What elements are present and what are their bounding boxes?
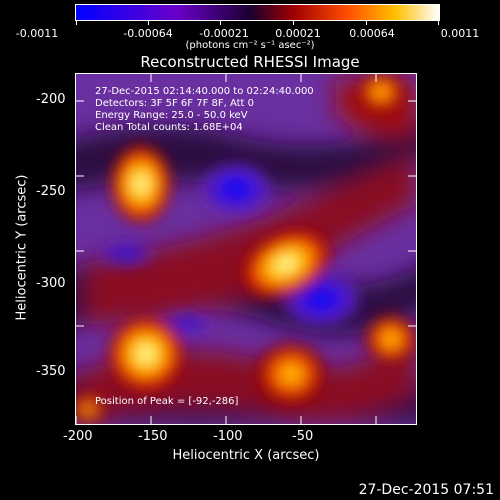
- time-range-text: 27-Dec-2015 02:14:40.000 to 02:24:40.000: [95, 86, 314, 97]
- x-tick-label: -150: [138, 429, 168, 444]
- y-axis-label: Heliocentric Y (arcsec): [14, 174, 30, 321]
- timestamp: 27-Dec-2015 07:51: [358, 482, 494, 498]
- y-tick-label: -350: [36, 364, 66, 379]
- colorbar-tick: [438, 21, 439, 25]
- colorbar-tick: [220, 21, 221, 25]
- x-axis-label: Heliocentric X (arcsec): [172, 448, 320, 463]
- clean-counts-text: Clean Total counts: 1.68E+04: [95, 122, 243, 133]
- colorbar-tick: [366, 21, 367, 25]
- detectors-text: Detectors: 3F 5F 6F 7F 8F, Att 0: [95, 98, 255, 109]
- image-title: Reconstructed RHESSI Image: [140, 53, 360, 71]
- rhessi-image: 27-Dec-2015 02:14:40.000 to 02:24:40.000…: [75, 73, 417, 425]
- peak-position-text: Position of Peak = [-92,-286]: [95, 396, 239, 407]
- colorbar-tick-label: -0.00021: [199, 27, 249, 40]
- colorbar-tick-label: -0.0011: [15, 27, 59, 40]
- colorbar-tick: [148, 21, 149, 25]
- y-tick-label: -200: [36, 92, 66, 107]
- colorbar-tick: [293, 21, 294, 25]
- colorbar: [75, 4, 440, 21]
- colorbar-tick: [76, 21, 77, 25]
- x-tick-label: -200: [63, 429, 93, 444]
- colorbar-units: (photons cm⁻² s⁻¹ asec⁻²): [185, 40, 315, 51]
- colorbar-tick-label: -0.00064: [123, 27, 173, 40]
- y-tick-label: -250: [36, 184, 66, 199]
- colorbar-tick-label: 0.0011: [440, 27, 480, 40]
- energy-range-text: Energy Range: 25.0 - 50.0 keV: [95, 110, 248, 121]
- colorbar-tick-label: 0.00021: [275, 27, 321, 40]
- axis-ticks: [76, 74, 416, 424]
- x-tick-label: -50: [292, 429, 314, 444]
- y-tick-label: -300: [36, 276, 66, 291]
- x-tick-label: -100: [213, 429, 243, 444]
- intensity-map: [76, 74, 416, 424]
- colorbar-tick-label: 0.00064: [349, 27, 395, 40]
